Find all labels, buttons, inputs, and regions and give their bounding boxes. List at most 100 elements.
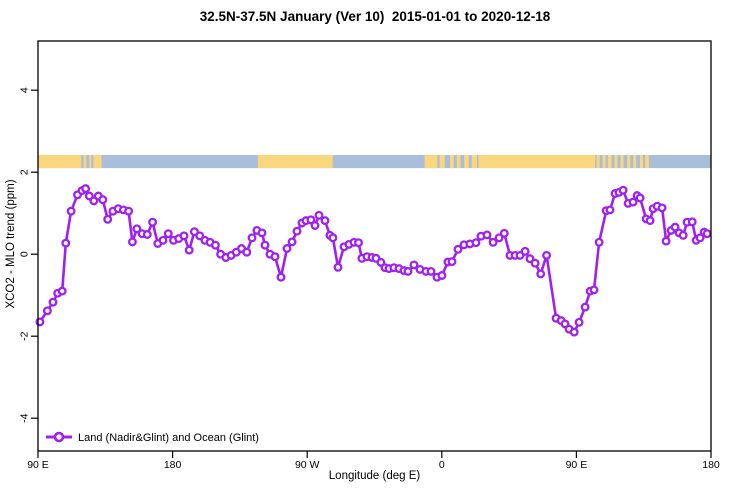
- map-strip-land-segment: [614, 154, 618, 169]
- data-point-marker: [494, 233, 504, 243]
- data-point-marker: [670, 222, 680, 232]
- x-axis-tick-label: 0: [439, 459, 445, 471]
- map-strip-land-segment: [471, 154, 477, 169]
- data-point-marker: [645, 216, 655, 226]
- data-point-marker: [618, 185, 628, 195]
- map-strip-land-segment: [639, 154, 643, 169]
- map-strip-land-segment: [83, 154, 87, 169]
- data-point-marker: [437, 271, 447, 280]
- map-strip-land-segment: [478, 154, 596, 169]
- data-point-marker: [247, 233, 257, 243]
- data-point-marker: [580, 302, 590, 312]
- data-point-marker: [594, 237, 604, 247]
- map-strip-land-segment: [627, 154, 631, 169]
- data-point-marker: [158, 235, 168, 245]
- data-point-marker: [328, 233, 338, 243]
- data-point-marker: [687, 217, 697, 227]
- data-point-marker: [314, 210, 324, 220]
- data-point-marker: [270, 252, 280, 262]
- data-point-marker: [132, 224, 142, 234]
- data-point-marker: [520, 246, 530, 256]
- data-point-marker: [148, 217, 158, 227]
- map-strip-land-segment: [633, 154, 637, 169]
- chart-title: 32.5N-37.5N January (Ver 10) 2015-01-01 …: [199, 9, 551, 24]
- data-point-marker: [42, 306, 52, 316]
- data-point-marker: [525, 254, 535, 264]
- data-point-marker: [61, 238, 71, 248]
- data-point-marker: [403, 266, 413, 276]
- y-axis-tick-label: 2: [19, 169, 31, 175]
- x-axis-tick-label: 180: [702, 459, 720, 471]
- data-point-marker: [292, 226, 302, 236]
- map-strip-land-segment: [93, 154, 102, 169]
- data-point-marker: [702, 229, 712, 239]
- data-point-marker: [499, 228, 509, 238]
- data-point-marker: [409, 260, 419, 270]
- data-point-marker: [569, 327, 579, 337]
- data-point-marker: [695, 233, 705, 243]
- data-point-marker: [310, 221, 320, 230]
- data-point-marker: [282, 244, 292, 253]
- map-strip-land-segment: [620, 154, 624, 169]
- data-point-marker: [260, 240, 270, 250]
- map-strip-land-segment: [38, 154, 82, 169]
- data-point-marker: [589, 285, 599, 295]
- data-point-marker: [48, 297, 58, 307]
- data-point-marker: [320, 216, 330, 226]
- data-point-marker: [488, 237, 498, 247]
- x-axis-tick-label: 90 E: [27, 459, 49, 471]
- data-point-marker: [453, 244, 463, 254]
- x-axis-label: Longitude (deg E): [328, 470, 421, 482]
- data-point-marker: [142, 230, 152, 239]
- y-axis-tick-label: -2: [19, 331, 31, 340]
- data-point-marker: [605, 205, 615, 215]
- x-axis-tick-label: 180: [164, 459, 182, 471]
- plot-box: [37, 40, 712, 452]
- data-point-marker: [536, 269, 546, 279]
- map-strip-land-segment: [424, 154, 438, 169]
- data-point-marker: [471, 238, 481, 248]
- data-point-marker: [103, 214, 113, 224]
- y-axis-tick-label: 0: [19, 251, 31, 257]
- data-point-marker: [628, 197, 638, 207]
- data-point-marker: [98, 195, 108, 205]
- map-strip-land-segment: [257, 154, 333, 169]
- data-point-marker: [678, 230, 688, 240]
- y-axis-tick-label: 4: [19, 87, 31, 93]
- map-strip-land-segment: [439, 154, 445, 169]
- x-axis-tick-label: 90 E: [566, 459, 588, 471]
- map-strip-land-segment: [450, 154, 454, 169]
- data-point-marker: [210, 240, 220, 250]
- data-point-marker: [661, 236, 671, 246]
- data-point-marker: [81, 184, 91, 194]
- map-strip-land-segment: [596, 154, 600, 169]
- data-point-marker: [482, 230, 492, 240]
- data-point-marker: [66, 206, 76, 216]
- map-strip-land-segment: [602, 154, 606, 169]
- data-point-marker: [542, 250, 552, 260]
- map-strip-land-segment: [464, 154, 469, 169]
- data-point-marker: [242, 247, 252, 257]
- data-point-marker: [184, 245, 194, 255]
- data-point-marker: [426, 266, 436, 276]
- data-point-marker: [163, 229, 173, 239]
- legend-open-circle-marker: [53, 431, 65, 443]
- map-strip-land-segment: [89, 154, 92, 169]
- data-point-marker: [124, 206, 134, 216]
- data-point-marker: [287, 237, 297, 247]
- data-point-marker: [574, 317, 584, 327]
- data-point-marker: [276, 272, 286, 282]
- data-point-marker: [257, 228, 267, 238]
- data-point-marker: [306, 215, 316, 225]
- data-point-marker: [657, 203, 667, 213]
- data-point-marker: [333, 262, 343, 272]
- legend-label: Land (Nadir&Glint) and Ocean (Glint): [78, 432, 259, 444]
- data-point-marker: [530, 258, 540, 268]
- map-strip-land-segment: [607, 154, 612, 169]
- data-point-marker: [179, 231, 189, 241]
- y-axis-tick-label: -4: [19, 413, 31, 422]
- data-point-marker: [195, 231, 205, 241]
- data-point-marker: [127, 237, 137, 247]
